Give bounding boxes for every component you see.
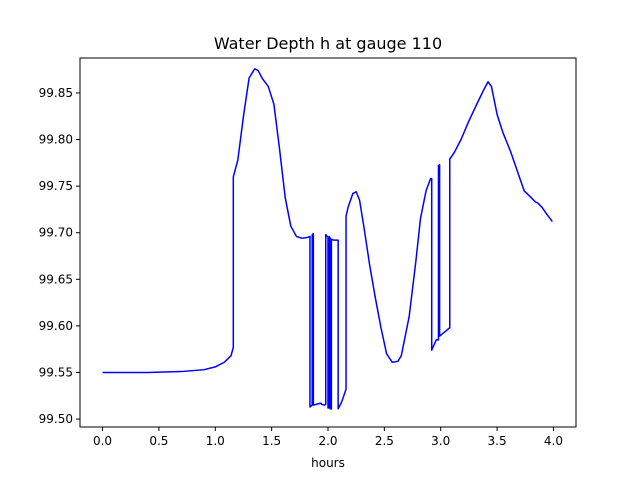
x-axis: 0.0 0.5 1.0 1.5 2.0 2.5 3.0 3.5 4.0 [93, 427, 563, 448]
x-tick-label: 2.5 [375, 434, 394, 448]
x-tick-label: 4.0 [544, 434, 563, 448]
x-tick-label: 1.5 [262, 434, 281, 448]
x-tick-label: 2.0 [318, 434, 337, 448]
x-axis-label: hours [311, 456, 345, 470]
y-tick-label: 99.60 [39, 319, 73, 333]
x-tick-label: 1.0 [206, 434, 225, 448]
chart-title: Water Depth h at gauge 110 [214, 34, 442, 53]
y-tick-label: 99.50 [39, 412, 73, 426]
x-tick-label: 0.0 [93, 434, 112, 448]
y-tick-label: 99.80 [39, 133, 73, 147]
y-axis: 99.50 99.55 99.60 99.65 99.70 99.75 99.80 99.85 [39, 86, 80, 426]
y-tick-label: 99.55 [39, 365, 73, 379]
plot-area [79, 57, 577, 428]
series-line-0 [102, 67, 553, 410]
x-tick-label: 3.5 [488, 434, 507, 448]
x-tick-label: 0.5 [149, 434, 168, 448]
y-tick-label: 99.85 [39, 86, 73, 100]
y-tick-label: 99.65 [39, 272, 73, 286]
y-tick-label: 99.75 [39, 179, 73, 193]
x-tick-label: 3.0 [431, 434, 450, 448]
y-tick-label: 99.70 [39, 226, 73, 240]
